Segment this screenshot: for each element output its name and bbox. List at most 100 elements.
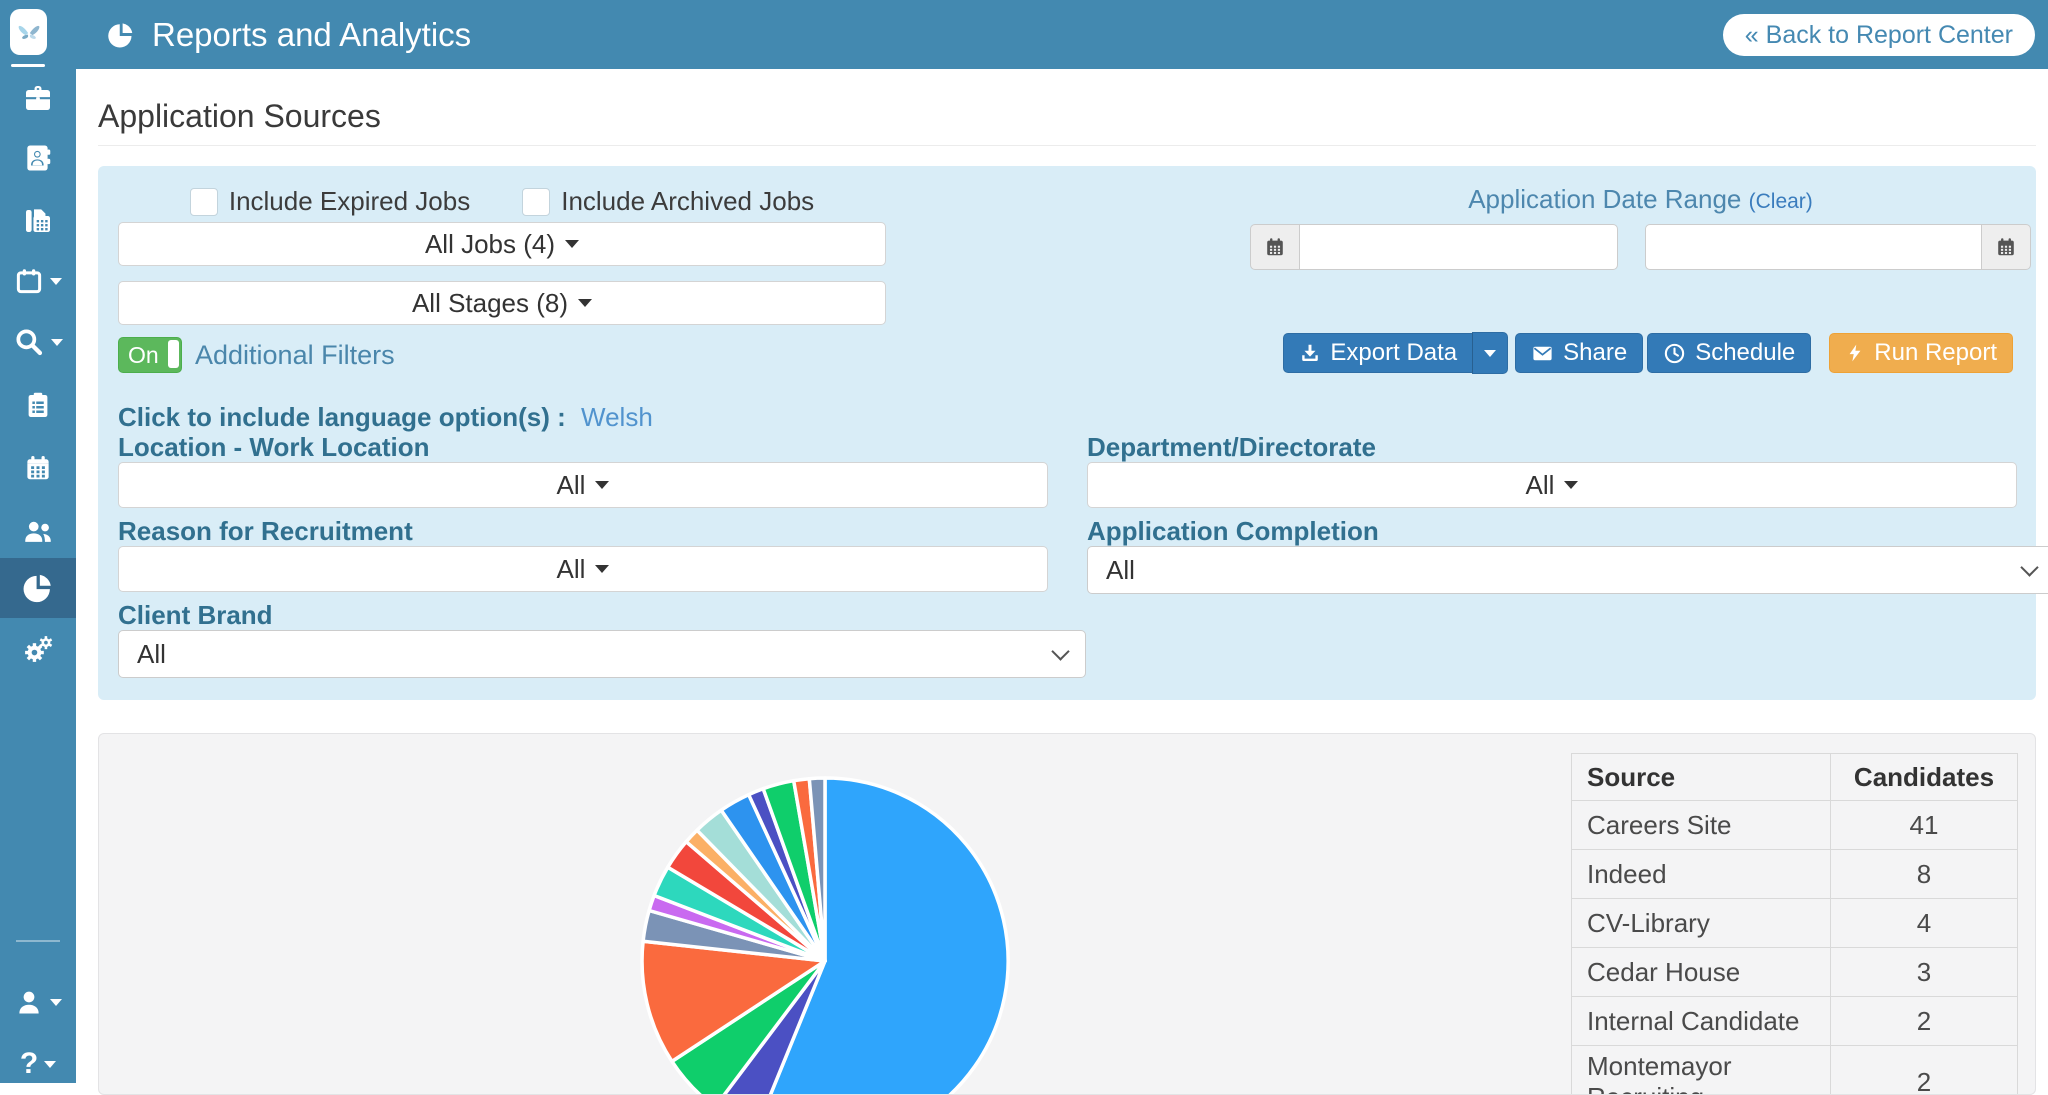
sidebar-item-calendar-menu[interactable] (0, 253, 76, 309)
address-book-icon (22, 142, 54, 174)
language-prompt: Click to include language option(s) : (118, 402, 566, 432)
candidates-column-header: Candidates (1831, 754, 2018, 801)
toggle-state-label: On (128, 342, 159, 369)
sidebar-item-tasks[interactable] (0, 377, 76, 433)
report-actions-row: Export Data Share Schedule Run Re (1283, 333, 2013, 373)
sidebar-divider (16, 940, 60, 942)
include-archived-jobs-option: Include Archived Jobs (522, 186, 814, 217)
all-stages-dropdown-label: All Stages (8) (412, 288, 568, 319)
share-button[interactable]: Share (1515, 333, 1643, 373)
client-brand-value: All (137, 639, 166, 670)
reason-field-label: Reason for Recruitment (118, 516, 413, 547)
date-to-input[interactable] (1645, 224, 1982, 270)
date-from-addon[interactable] (1250, 224, 1299, 270)
date-from-input[interactable] (1299, 224, 1618, 270)
sidebar-item-candidates[interactable] (0, 130, 76, 186)
user-icon (14, 987, 44, 1017)
pie-chart-icon (106, 20, 136, 50)
reason-dropdown[interactable]: All (118, 546, 1048, 592)
export-data-button[interactable]: Export Data (1283, 333, 1472, 373)
all-jobs-dropdown[interactable]: All Jobs (4) (118, 222, 886, 266)
sidebar-item-settings[interactable] (0, 622, 76, 678)
clock-icon (1663, 342, 1686, 365)
chevron-down-icon (2020, 558, 2038, 576)
source-cell: CV-Library (1572, 899, 1831, 948)
sidebar-item-reports[interactable] (0, 558, 76, 618)
chevron-down-icon (44, 1061, 56, 1068)
caret-down-icon (595, 565, 609, 573)
additional-filters-label: Additional Filters (195, 340, 395, 371)
sidebar-item-jobs[interactable] (0, 70, 76, 126)
sidebar-item-fax[interactable] (0, 192, 76, 248)
app-logo[interactable] (10, 9, 47, 55)
candidates-cell: 8 (1831, 850, 2018, 899)
candidates-cell: 2 (1831, 997, 2018, 1046)
all-stages-dropdown[interactable]: All Stages (8) (118, 281, 886, 325)
export-options-caret-button[interactable] (1472, 332, 1508, 374)
caret-down-icon (1564, 481, 1578, 489)
client-brand-field-label: Client Brand (118, 600, 273, 631)
sidebar-item-users[interactable] (0, 502, 76, 558)
application-completion-value: All (1106, 555, 1135, 586)
title-divider (98, 145, 2036, 146)
sidebar-item-help-menu[interactable]: ? (0, 1036, 76, 1092)
sidebar-item-schedule[interactable] (0, 440, 76, 496)
chevron-down-icon (50, 278, 62, 285)
application-completion-select[interactable]: All (1087, 546, 2048, 594)
run-report-label: Run Report (1874, 339, 1997, 367)
department-dropdown[interactable]: All (1087, 462, 2017, 508)
application-completion-field-label: Application Completion (1087, 516, 1379, 547)
date-inputs-gap (1618, 224, 1645, 270)
checkbox-row: Include Expired Jobs Include Archived Jo… (118, 186, 886, 217)
back-to-report-center-button[interactable]: « Back to Report Center (1723, 14, 2035, 56)
run-report-button[interactable]: Run Report (1829, 333, 2013, 373)
calendar-icon (14, 266, 44, 296)
include-expired-jobs-option: Include Expired Jobs (190, 186, 470, 217)
candidates-cell: 41 (1831, 801, 2018, 850)
location-dropdown[interactable]: All (118, 462, 1048, 508)
reason-dropdown-value: All (557, 554, 586, 585)
sidebar-item-user-menu[interactable] (0, 974, 76, 1030)
users-icon (21, 513, 55, 547)
include-expired-checkbox[interactable] (190, 188, 218, 216)
toggle-knob (168, 340, 179, 368)
envelope-icon (1531, 342, 1554, 365)
question-icon: ? (20, 1047, 38, 1081)
header-title-group: Reports and Analytics (106, 16, 471, 54)
calendar-icon (1995, 236, 2017, 258)
source-cell: Indeed (1572, 850, 1831, 899)
page-title: Application Sources (98, 98, 381, 135)
pie-chart (99, 734, 1559, 1094)
all-jobs-dropdown-label: All Jobs (4) (425, 229, 555, 260)
caret-down-icon (578, 299, 592, 307)
language-welsh-link[interactable]: Welsh (581, 402, 653, 432)
briefcase-icon (22, 82, 54, 114)
schedule-button[interactable]: Schedule (1647, 333, 1811, 373)
client-brand-select[interactable]: All (118, 630, 1086, 678)
caret-down-icon (595, 481, 609, 489)
date-range-title-text: Application Date Range (1468, 184, 1741, 214)
date-from-group (1250, 224, 1618, 270)
sidebar-item-search-menu[interactable] (0, 314, 76, 370)
filter-panel: Include Expired Jobs Include Archived Jo… (98, 166, 2036, 700)
download-icon (1299, 342, 1321, 364)
source-cell: Careers Site (1572, 801, 1831, 850)
calendar-grid-icon (23, 453, 53, 483)
additional-filters-toggle[interactable]: On (118, 337, 182, 373)
location-dropdown-value: All (557, 470, 586, 501)
include-archived-checkbox[interactable] (522, 188, 550, 216)
pie-chart-icon (21, 571, 55, 605)
date-to-addon[interactable] (1982, 224, 2031, 270)
lightning-bolt-icon (1845, 342, 1865, 364)
date-range-clear-link[interactable]: (Clear) (1749, 190, 1813, 213)
butterfly-logo-icon (15, 18, 43, 46)
chevron-down-icon (1051, 642, 1069, 660)
include-expired-label: Include Expired Jobs (229, 186, 470, 217)
logo-underline (11, 64, 45, 67)
